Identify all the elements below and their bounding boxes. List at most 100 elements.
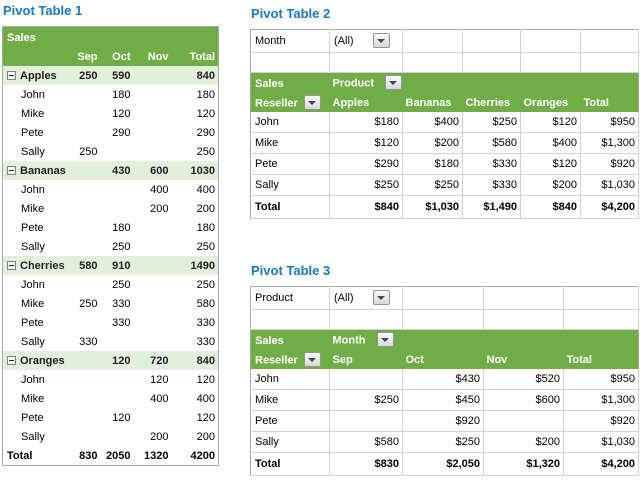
value-cell[interactable]: 1490 [171, 256, 219, 275]
pt1-col-nov[interactable]: Nov [133, 48, 172, 66]
value-cell[interactable]: $1,030 [580, 174, 639, 196]
value-cell[interactable] [134, 142, 172, 161]
pt2-col-total[interactable]: Total [580, 94, 639, 112]
value-cell[interactable]: 290 [196, 126, 216, 139]
value-cell[interactable] [71, 218, 101, 237]
empty-cell[interactable] [580, 52, 639, 73]
value-cell[interactable] [71, 408, 101, 427]
row-label-cell[interactable]: Mike [21, 202, 45, 215]
row-label-cell[interactable]: John [21, 183, 45, 196]
value-cell[interactable]: 430 [100, 161, 134, 180]
row-label-cell[interactable]: Apples [2, 66, 71, 85]
value-cell[interactable] [101, 332, 134, 351]
value-cell[interactable]: $330 [462, 153, 521, 175]
collapse-icon[interactable] [7, 70, 16, 80]
value-cell[interactable]: $1,030 [563, 431, 639, 453]
row-label-cell[interactable]: Mike [21, 392, 45, 405]
value-cell[interactable] [134, 85, 172, 104]
value-cell[interactable]: 120 [100, 351, 134, 370]
value-cell[interactable]: 120 [196, 107, 216, 120]
value-cell[interactable]: $950 [580, 112, 639, 133]
empty-cell[interactable] [402, 29, 463, 53]
value-cell[interactable]: $250 [402, 174, 463, 196]
value-cell[interactable] [134, 123, 172, 142]
value-cell[interactable] [329, 369, 403, 390]
value-cell[interactable]: 250 [196, 145, 216, 158]
empty-cell[interactable] [520, 29, 581, 53]
value-cell[interactable]: $120 [329, 132, 403, 154]
value-cell[interactable]: $1,300 [580, 132, 639, 154]
value-cell[interactable]: $180 [329, 112, 403, 133]
empty-cell[interactable] [520, 52, 581, 73]
empty-cell[interactable] [462, 52, 521, 73]
value-cell[interactable]: 330 [196, 335, 216, 348]
value-cell[interactable] [134, 313, 172, 332]
pt3-filter-value-cell[interactable]: (All) [329, 286, 403, 310]
value-cell[interactable] [134, 332, 172, 351]
value-cell[interactable]: $200 [520, 174, 581, 196]
value-cell[interactable]: $580 [462, 132, 521, 154]
value-cell[interactable]: 250 [112, 240, 131, 253]
row-label-cell[interactable]: Pete [21, 126, 44, 139]
value-cell[interactable] [483, 410, 564, 432]
value-cell[interactable]: 400 [150, 392, 169, 405]
collapse-icon[interactable] [7, 355, 16, 365]
row-label-cell[interactable]: John [21, 278, 45, 291]
value-cell[interactable]: $430 [402, 369, 484, 390]
value-cell[interactable] [134, 237, 172, 256]
value-cell[interactable] [134, 218, 172, 237]
row-label-cell[interactable]: Sally [21, 430, 45, 443]
value-cell[interactable]: 330 [196, 316, 216, 329]
row-label-cell[interactable]: Oranges [2, 351, 71, 370]
row-label-cell[interactable]: Sally [250, 174, 330, 196]
pt2-filter-field-label[interactable]: Month [250, 29, 330, 53]
empty-cell[interactable] [402, 286, 484, 310]
value-cell[interactable] [71, 199, 101, 218]
value-cell[interactable]: 200 [150, 430, 169, 443]
value-cell[interactable]: 4200 [190, 449, 216, 462]
value-cell[interactable]: $250 [402, 431, 484, 453]
value-cell[interactable]: 330 [112, 297, 131, 310]
row-label-cell[interactable]: Bananas [2, 161, 71, 180]
value-cell[interactable]: $1,300 [563, 389, 639, 411]
value-cell[interactable]: $1,490 [462, 195, 521, 219]
value-cell[interactable]: 330 [112, 316, 131, 329]
value-cell[interactable]: $2,050 [402, 452, 484, 476]
value-cell[interactable]: 250 [79, 297, 98, 310]
row-label-cell[interactable]: John [250, 112, 330, 133]
value-cell[interactable]: 120 [150, 373, 169, 386]
filter-dropdown-icon[interactable] [373, 290, 390, 305]
empty-cell[interactable] [483, 309, 564, 330]
value-cell[interactable]: $400 [402, 112, 463, 133]
pt3-col-nov[interactable]: Nov [483, 351, 564, 369]
value-cell[interactable]: 180 [196, 221, 216, 234]
value-cell[interactable]: 400 [150, 183, 169, 196]
value-cell[interactable]: 290 [112, 126, 131, 139]
row-label-cell[interactable]: Total [250, 452, 330, 476]
value-cell[interactable]: 200 [196, 202, 216, 215]
value-cell[interactable] [101, 199, 134, 218]
value-cell[interactable]: $920 [580, 153, 639, 175]
row-label-cell[interactable]: John [250, 369, 330, 390]
value-cell[interactable]: 590 [100, 66, 134, 85]
value-cell[interactable] [71, 370, 101, 389]
value-cell[interactable]: 250 [70, 66, 101, 85]
empty-cell[interactable] [483, 286, 564, 310]
value-cell[interactable]: $250 [329, 389, 403, 411]
value-cell[interactable] [101, 180, 134, 199]
value-cell[interactable]: $200 [483, 431, 564, 453]
empty-cell[interactable] [402, 309, 484, 330]
value-cell[interactable] [71, 104, 101, 123]
value-cell[interactable]: $4,200 [563, 452, 639, 476]
value-cell[interactable]: 180 [112, 221, 131, 234]
row-label-cell[interactable]: Pete [250, 410, 330, 432]
value-cell[interactable]: 120 [112, 411, 131, 424]
empty-cell[interactable] [329, 309, 403, 330]
value-cell[interactable]: 840 [171, 351, 219, 370]
value-cell[interactable] [71, 85, 101, 104]
value-cell[interactable] [101, 142, 134, 161]
value-cell[interactable] [329, 410, 403, 432]
value-cell[interactable]: $120 [520, 112, 581, 133]
value-cell[interactable]: $1,320 [483, 452, 564, 476]
value-cell[interactable]: $450 [402, 389, 484, 411]
